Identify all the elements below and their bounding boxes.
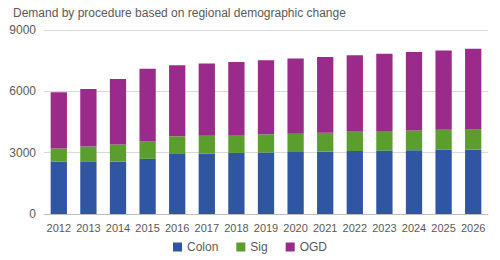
svg-text:2023: 2023 [372, 222, 396, 234]
svg-text:2021: 2021 [313, 222, 337, 234]
svg-text:2026: 2026 [461, 222, 485, 234]
svg-text:3000: 3000 [9, 146, 36, 160]
svg-text:2024: 2024 [402, 222, 426, 234]
svg-text:Demand by procedure based on r: Demand by procedure based on regional de… [13, 6, 346, 20]
svg-text:2019: 2019 [254, 222, 278, 234]
svg-text:2015: 2015 [135, 222, 159, 234]
svg-text:2020: 2020 [283, 222, 307, 234]
svg-text:OGD: OGD [300, 240, 328, 254]
svg-text:2025: 2025 [431, 222, 455, 234]
svg-text:6000: 6000 [9, 84, 36, 98]
svg-text:2018: 2018 [224, 222, 248, 234]
svg-text:2012: 2012 [47, 222, 71, 234]
svg-text:Sig: Sig [250, 240, 267, 254]
svg-text:2016: 2016 [165, 222, 189, 234]
svg-text:2013: 2013 [76, 222, 100, 234]
svg-text:0: 0 [29, 207, 36, 221]
svg-text:Colon: Colon [187, 240, 218, 254]
svg-text:2017: 2017 [195, 222, 219, 234]
svg-text:2014: 2014 [106, 222, 130, 234]
svg-text:9000: 9000 [9, 23, 36, 37]
svg-text:2022: 2022 [343, 222, 367, 234]
